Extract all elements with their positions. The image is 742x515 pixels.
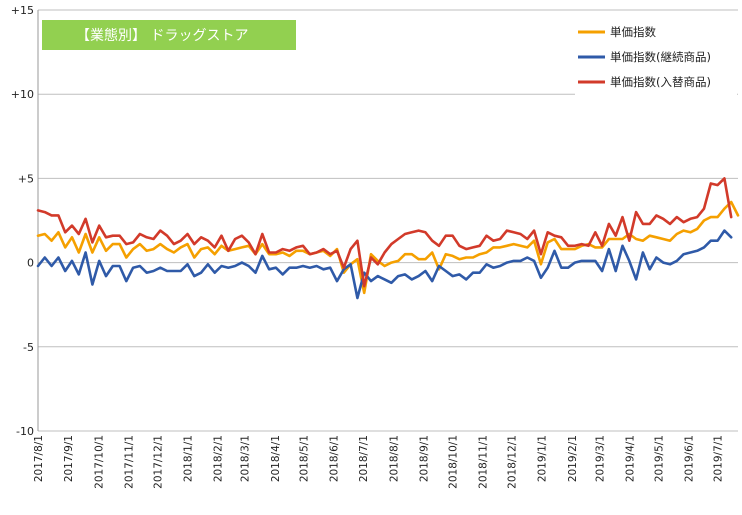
x-tick-label: 2019/7/1 [713, 435, 725, 482]
x-tick-label: 2019/5/1 [653, 435, 665, 482]
legend: 単価指数 単価指数(継続商品) 単価指数(入替商品) [575, 14, 737, 98]
y-tick-label: +10 [11, 88, 34, 101]
x-tick-label: 2017/11/1 [123, 435, 135, 489]
x-tick-label: 2018/10/1 [448, 435, 460, 489]
x-tick-label: 2019/2/1 [567, 435, 579, 482]
y-tick-labels: +15 +10 +5 0 -5 -10 [11, 4, 34, 438]
x-tick-label: 2018/12/1 [507, 435, 519, 489]
x-tick-label: 2018/4/1 [270, 435, 282, 482]
series-continuing-line [36, 229, 733, 300]
x-tick-label: 2018/8/1 [388, 435, 400, 482]
x-tick-label: 2017/12/1 [153, 435, 165, 489]
x-tick-label: 2018/9/1 [418, 435, 430, 482]
x-tick-label: 2019/3/1 [594, 435, 606, 482]
x-tick-label: 2019/1/1 [537, 435, 549, 482]
y-tick-label: 0 [27, 257, 34, 270]
x-tick-label: 2019/4/1 [624, 435, 636, 482]
series-lines [36, 177, 740, 300]
y-tick-label: +5 [18, 172, 34, 185]
chart-title: 【業態別】 ドラッグストア [76, 28, 248, 44]
y-tick-label: +15 [11, 4, 34, 17]
y-tick-label: -10 [16, 425, 34, 438]
x-tick-label: 2017/10/1 [93, 435, 105, 489]
x-tick-labels: 2017/8/1 2017/9/1 2017/10/1 2017/11/1 2017/1… [33, 435, 725, 489]
title-background [42, 20, 296, 50]
x-tick-label: 2018/2/1 [212, 435, 224, 482]
y-tick-label: -5 [23, 341, 34, 354]
chart-title-box: 【業態別】 ドラッグストア [42, 20, 296, 50]
x-tick-label: 2018/11/1 [477, 435, 489, 489]
legend-label-continuing: 単価指数(継続商品) [610, 50, 711, 64]
x-tick-label: 2018/7/1 [358, 435, 370, 482]
legend-label-replacement: 単価指数(入替商品) [610, 75, 711, 89]
series-unit-price-line [36, 200, 740, 295]
x-tick-label: 2019/6/1 [683, 435, 695, 482]
x-tick-label: 2018/6/1 [329, 435, 341, 482]
x-tick-label: 2017/8/1 [33, 435, 45, 482]
series-replacement-line [36, 177, 733, 288]
x-tick-label: 2018/3/1 [240, 435, 252, 482]
x-tick-label: 2018/1/1 [183, 435, 195, 482]
gridlines [38, 9, 738, 432]
x-tick-label: 2017/9/1 [63, 435, 75, 482]
legend-label-unit-price: 単価指数 [610, 25, 656, 39]
x-tick-label: 2018/5/1 [299, 435, 311, 482]
